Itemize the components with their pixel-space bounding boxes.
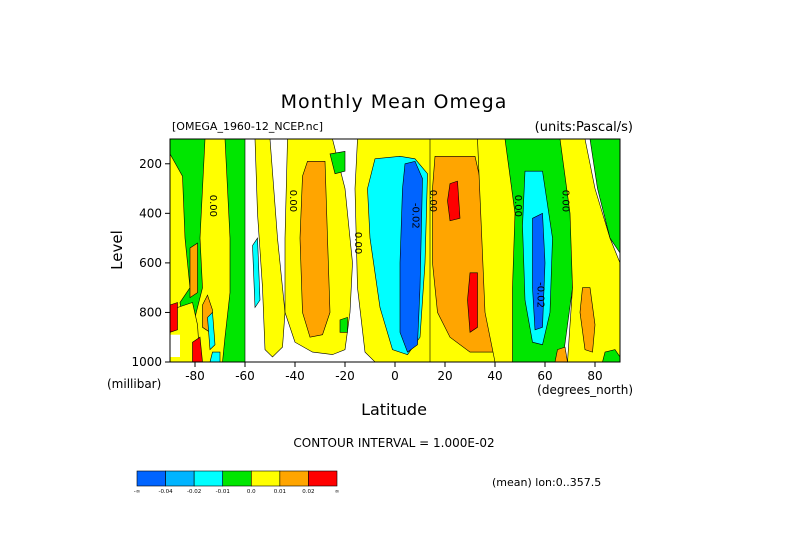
x-unit-label: (degrees_north): [537, 383, 633, 397]
contour-value-label: -0.02: [410, 203, 421, 229]
y-tick-label: 400: [139, 206, 162, 220]
colorbar-label: -0.02: [187, 489, 201, 495]
units-label: (units:Pascal/s): [535, 120, 633, 135]
x-axis-ticks: -80 -60 -40 -20 0 20 40 60 80: [185, 362, 603, 383]
contour-region-cyan-11: [252, 237, 261, 309]
colorbar-label: -∞: [134, 489, 141, 495]
contour-value-label: 0.00: [207, 195, 218, 217]
contour-region-green-15: [339, 316, 348, 333]
x-tick-label: 60: [537, 369, 552, 383]
contour-value-label: -0.02: [535, 282, 546, 308]
contour-region-orange-4: [189, 242, 198, 299]
contour-region-green-14: [329, 151, 346, 175]
colorbar-label: 0.01: [274, 489, 286, 495]
x-tick-label: 0: [391, 369, 399, 383]
contour-value-label: 0.00: [512, 195, 523, 217]
colorbar-swatch: [250, 470, 281, 487]
x-tick-label: -20: [335, 369, 355, 383]
contour-region-blue-26: [532, 212, 546, 331]
x-tick-label: 40: [487, 369, 502, 383]
plot-area: 0.00 0.00 0.00 -0.02 0.00 0.00 -0.02 0.00: [169, 138, 621, 363]
colorbar-swatch: [193, 470, 224, 487]
y-unit-label: (millibar): [107, 377, 161, 391]
colorbar-swatch: [136, 470, 166, 487]
contour-interval-text: CONTOUR INTERVAL = 1.000E-02: [293, 436, 494, 450]
contour-region-red-22: [467, 272, 478, 333]
y-tick-label: 800: [139, 305, 162, 319]
y-axis-label: Level: [108, 230, 126, 270]
colorbar-label: ∞: [335, 489, 340, 495]
colorbar-label: 0.0: [247, 489, 256, 495]
contour-region-orange-13: [299, 161, 331, 338]
contour-region-white-32: [170, 334, 180, 357]
colorbar-label: -0.04: [158, 489, 173, 495]
x-tick-label: 20: [437, 369, 452, 383]
contour-value-label: 0.00: [287, 190, 298, 212]
colorbar-swatch: [165, 470, 195, 487]
contour-region-yellow-10: [254, 138, 286, 358]
contour-region-red-6: [169, 302, 178, 333]
y-tick-label: 1000: [131, 355, 162, 369]
contour-value-label: 0.00: [352, 232, 363, 254]
x-tick-label: -80: [185, 369, 205, 383]
y-tick-label: 600: [139, 256, 162, 270]
contour-value-label: 0.00: [427, 190, 438, 212]
y-tick-label: 200: [139, 157, 162, 171]
x-tick-label: 80: [587, 369, 602, 383]
contour-region-blue-18: [399, 160, 423, 353]
contour-value-label: 0.00: [560, 190, 571, 212]
mean-longitude-text: (mean) lon:0..357.5: [492, 476, 601, 489]
colorbar-label: 0.02: [302, 489, 314, 495]
contour-region-red-21: [447, 180, 461, 222]
colorbar-swatch: [279, 470, 309, 487]
contour-region-cyan-8: [207, 311, 216, 351]
chart-title: Monthly Mean Omega: [281, 91, 508, 113]
colorbar-label: -0.01: [216, 489, 230, 495]
contour-region-orange-28: [579, 287, 596, 353]
file-label: [OMEGA_1960-12_NCEP.nc]: [172, 120, 323, 133]
colorbar-swatch: [308, 470, 338, 487]
y-axis-ticks: 200 400 600 800 1000: [131, 157, 170, 369]
x-tick-label: -60: [235, 369, 255, 383]
x-tick-label: -40: [285, 369, 305, 383]
colorbar: -∞ -0.04 -0.02 -0.01 0.0 0.01 0.02 ∞: [134, 470, 340, 495]
colorbar-swatch: [222, 470, 252, 487]
x-axis-label: Latitude: [361, 400, 427, 419]
